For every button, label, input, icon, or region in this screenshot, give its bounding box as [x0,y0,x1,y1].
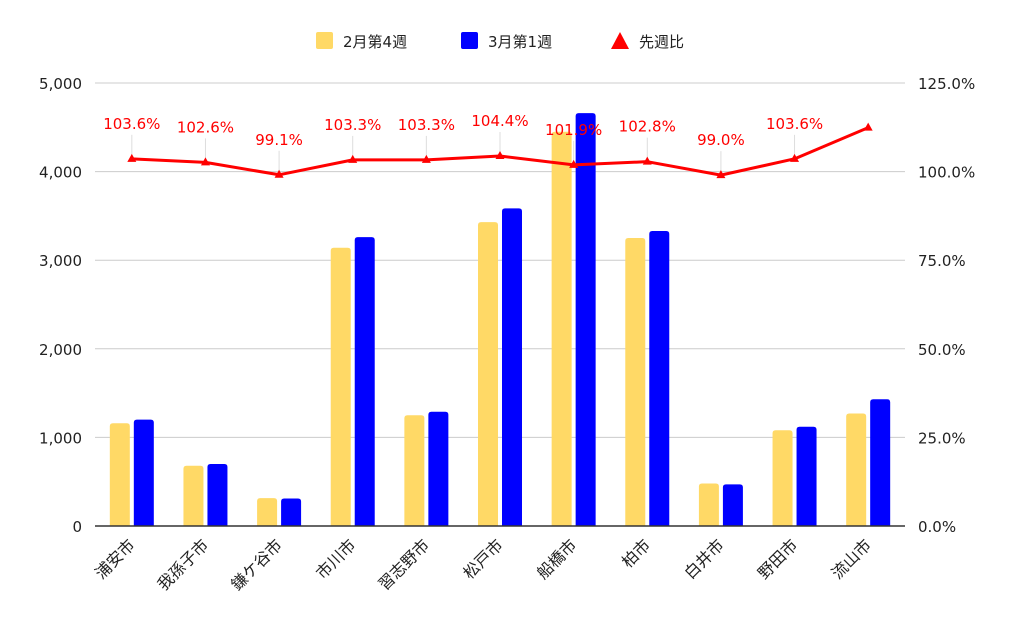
x-category-label: 柏市 [618,535,654,571]
data-label: 103.6% [766,115,823,133]
ratio-line: 103.6% 102.6% 99.1% 103.3% 103.3% 104.4% 101.9… [103,112,873,179]
legend-swatch-先週比 [611,32,629,49]
bar-2月第4週-鎌ケ谷市 [257,498,278,526]
x-category-label: 我孫子市 [154,535,213,594]
y-left-tick-label: 3,000 [39,252,82,270]
bar-2月第4週-柏市 [625,238,646,527]
x-category-label: 松戸市 [459,535,506,582]
data-label: 99.0% [697,131,745,149]
bar-2月第4週-流山市 [846,413,867,526]
x-category-label: 白井市 [680,535,727,582]
line-point-marker [274,169,284,178]
bar-2月第4週-浦安市 [109,423,130,526]
line-point-marker [200,157,210,166]
x-category-label: 鎌ケ谷市 [227,535,286,594]
y-right-tick-label: 50.0% [918,341,966,359]
line-point-marker [790,153,800,162]
bar-3月第1週-白井市 [722,484,743,526]
data-label: 103.6% [103,115,160,133]
data-label: 102.6% [177,118,234,136]
bar-2月第4週-松戸市 [478,222,498,527]
bar-2月第4週-船橋市 [551,131,572,527]
y-left-tick-label: 5,000 [39,75,82,93]
data-label: 99.1% [255,131,303,149]
y-right-tick-label: 75.0% [918,252,966,270]
bar-2月第4週-野田市 [772,430,793,526]
legend-label: 3月第1週 [488,33,552,51]
bar-3月第1週-松戸市 [502,208,522,526]
bar-2月第4週-我孫子市 [183,465,204,526]
line-point-marker [716,170,726,179]
y-right-tick-label: 125.0% [918,75,975,93]
bar-3月第1週-柏市 [649,230,670,526]
legend-label: 2月第4週 [343,33,407,51]
x-category-label: 船橋市 [533,535,580,582]
data-label: 104.4% [471,112,528,130]
line-point-marker [127,153,137,162]
y-left-tick-label: 0 [72,518,82,536]
legend-swatch-2月第4週 [316,32,333,49]
bar-3月第1週-習志野市 [428,411,449,526]
bar-3月第1週-野田市 [796,426,817,526]
data-label: 101.9% [545,121,602,139]
line-point-marker [495,151,505,160]
bar-2月第4週-白井市 [698,483,719,526]
bar-3月第1週-船橋市 [575,113,596,527]
gridlines [95,82,905,438]
bar-3月第1週-我孫子市 [207,463,228,526]
x-category-label: 市川市 [312,535,359,582]
line-point-marker [569,159,579,168]
bar-2月第4週-習志野市 [404,415,425,526]
legend-swatch-3月第1週 [461,32,478,49]
line-point-marker [863,122,873,131]
legend: 2月第4週 3月第1週 先週比 [316,32,684,51]
line-point-marker [642,156,652,165]
x-category-label: 流山市 [828,535,875,582]
x-category-label: 野田市 [754,535,801,582]
y-right-tick-label: 25.0% [918,429,966,447]
x-category-label: 習志野市 [374,535,433,594]
y-right-tick-label: 100.0% [918,164,975,182]
bar-3月第1週-市川市 [354,237,375,526]
bar-3月第1週-浦安市 [133,419,154,526]
x-category-label: 浦安市 [91,535,138,582]
y-left-tick-label: 4,000 [39,164,82,182]
bar-3月第1週-鎌ケ谷市 [281,498,302,526]
y-right-tick-label: 0.0% [918,518,956,536]
data-label: 103.3% [398,116,455,134]
legend-label: 先週比 [639,33,684,51]
y-left-tick-label: 1,000 [39,429,82,447]
line-point-marker [421,154,431,163]
bars [109,113,891,527]
bar-3月第1週-流山市 [870,399,891,526]
bar-2月第4週-市川市 [330,247,351,526]
y-left-tick-label: 2,000 [39,341,82,359]
data-label: 103.3% [324,116,381,134]
line-point-marker [348,154,358,163]
data-label: 102.8% [619,118,676,136]
